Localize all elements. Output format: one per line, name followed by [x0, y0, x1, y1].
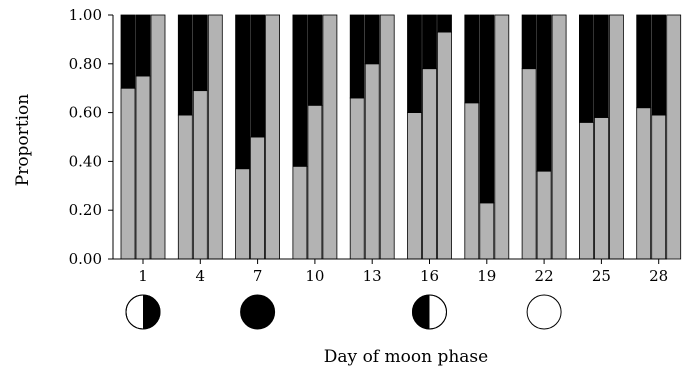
bar-black-segment — [594, 14, 609, 118]
bar-black-segment — [135, 14, 151, 77]
new-moon-moon-icon — [240, 294, 276, 330]
bar-gray-segment — [292, 165, 308, 260]
bar-gray-segment — [636, 107, 652, 260]
bar-black-segment — [120, 14, 136, 89]
bar-black-segment — [422, 14, 437, 70]
bar-gray-segment — [437, 31, 452, 260]
bar-black-segment — [651, 14, 667, 116]
bar-gray-segment — [651, 114, 667, 260]
bar-black-segment — [464, 14, 480, 104]
x-axis-title: Day of moon phase — [324, 347, 488, 367]
x-tick-label: 4 — [196, 267, 206, 285]
bar-gray-segment — [407, 112, 422, 260]
x-tick-label: 22 — [535, 267, 554, 285]
bar-gray-segment — [265, 14, 281, 260]
bar-black-segment — [407, 14, 422, 113]
bar-black-segment — [364, 14, 380, 65]
bar-black-segment — [521, 14, 537, 70]
x-tick-label: 7 — [253, 267, 263, 285]
y-tick-label: 0.80 — [69, 55, 102, 73]
x-tick-label: 13 — [363, 267, 382, 285]
bar-gray-segment — [120, 87, 136, 260]
bars-group — [120, 14, 682, 260]
x-tick-label: 25 — [592, 267, 611, 285]
bar-gray-segment — [207, 14, 223, 260]
x-tick-label: 19 — [477, 267, 496, 285]
full-moon-moon-icon — [526, 294, 562, 330]
y-tick-label: 0.00 — [69, 250, 102, 268]
bar-black-segment — [307, 14, 323, 106]
moon-phase-icons — [125, 294, 562, 330]
y-tick-label: 1.00 — [69, 6, 102, 24]
bar-black-segment — [536, 14, 552, 172]
bar-gray-segment — [536, 170, 552, 260]
bar-black-segment — [292, 14, 308, 167]
bar-black-segment — [349, 14, 365, 99]
bar-gray-segment — [235, 168, 251, 260]
bar-gray-segment — [521, 68, 537, 260]
bar-gray-segment — [250, 136, 266, 260]
axes-group: 0.00 0.20 0.40 0.60 0.80 1.00 1 4 7 10 13 16 19 22 25 2… — [69, 6, 669, 285]
x-tick-label: 1 — [138, 267, 148, 285]
bar-gray-segment — [150, 14, 166, 260]
bar-gray-segment — [579, 121, 594, 260]
bar-black-segment — [636, 14, 652, 109]
y-axis-title: Proportion — [13, 94, 33, 187]
first-quarter-moon-icon — [125, 294, 161, 330]
bar-gray-segment — [422, 68, 437, 260]
bar-black-segment — [250, 14, 266, 138]
bar-gray-segment — [322, 14, 338, 260]
bar-black-segment — [437, 14, 452, 33]
bar-black-segment — [479, 14, 495, 204]
x-tick-label: 16 — [420, 267, 439, 285]
bar-gray-segment — [192, 90, 208, 260]
bar-gray-segment — [177, 114, 193, 260]
bar-gray-segment — [464, 102, 480, 260]
bar-gray-segment — [379, 14, 395, 260]
bar-black-segment — [192, 14, 208, 92]
y-tick-label: 0.60 — [69, 104, 102, 122]
x-tick-label: 28 — [649, 267, 668, 285]
y-tick-label: 0.20 — [69, 201, 102, 219]
bar-black-segment — [579, 14, 594, 123]
x-tick-label: 10 — [305, 267, 324, 285]
bar-gray-segment — [364, 63, 380, 260]
bar-gray-segment — [479, 202, 495, 260]
last-quarter-moon-icon — [412, 294, 447, 330]
bar-gray-segment — [135, 75, 151, 260]
bar-gray-segment — [551, 14, 567, 260]
bar-gray-segment — [594, 117, 609, 260]
bar-gray-segment — [494, 14, 510, 260]
bar-gray-segment — [307, 104, 323, 260]
y-tick-label: 0.40 — [69, 152, 102, 170]
bar-gray-segment — [666, 14, 682, 260]
bar-gray-segment — [349, 97, 365, 260]
bar-black-segment — [177, 14, 193, 116]
bar-gray-segment — [609, 14, 624, 260]
bar-black-segment — [235, 14, 251, 170]
